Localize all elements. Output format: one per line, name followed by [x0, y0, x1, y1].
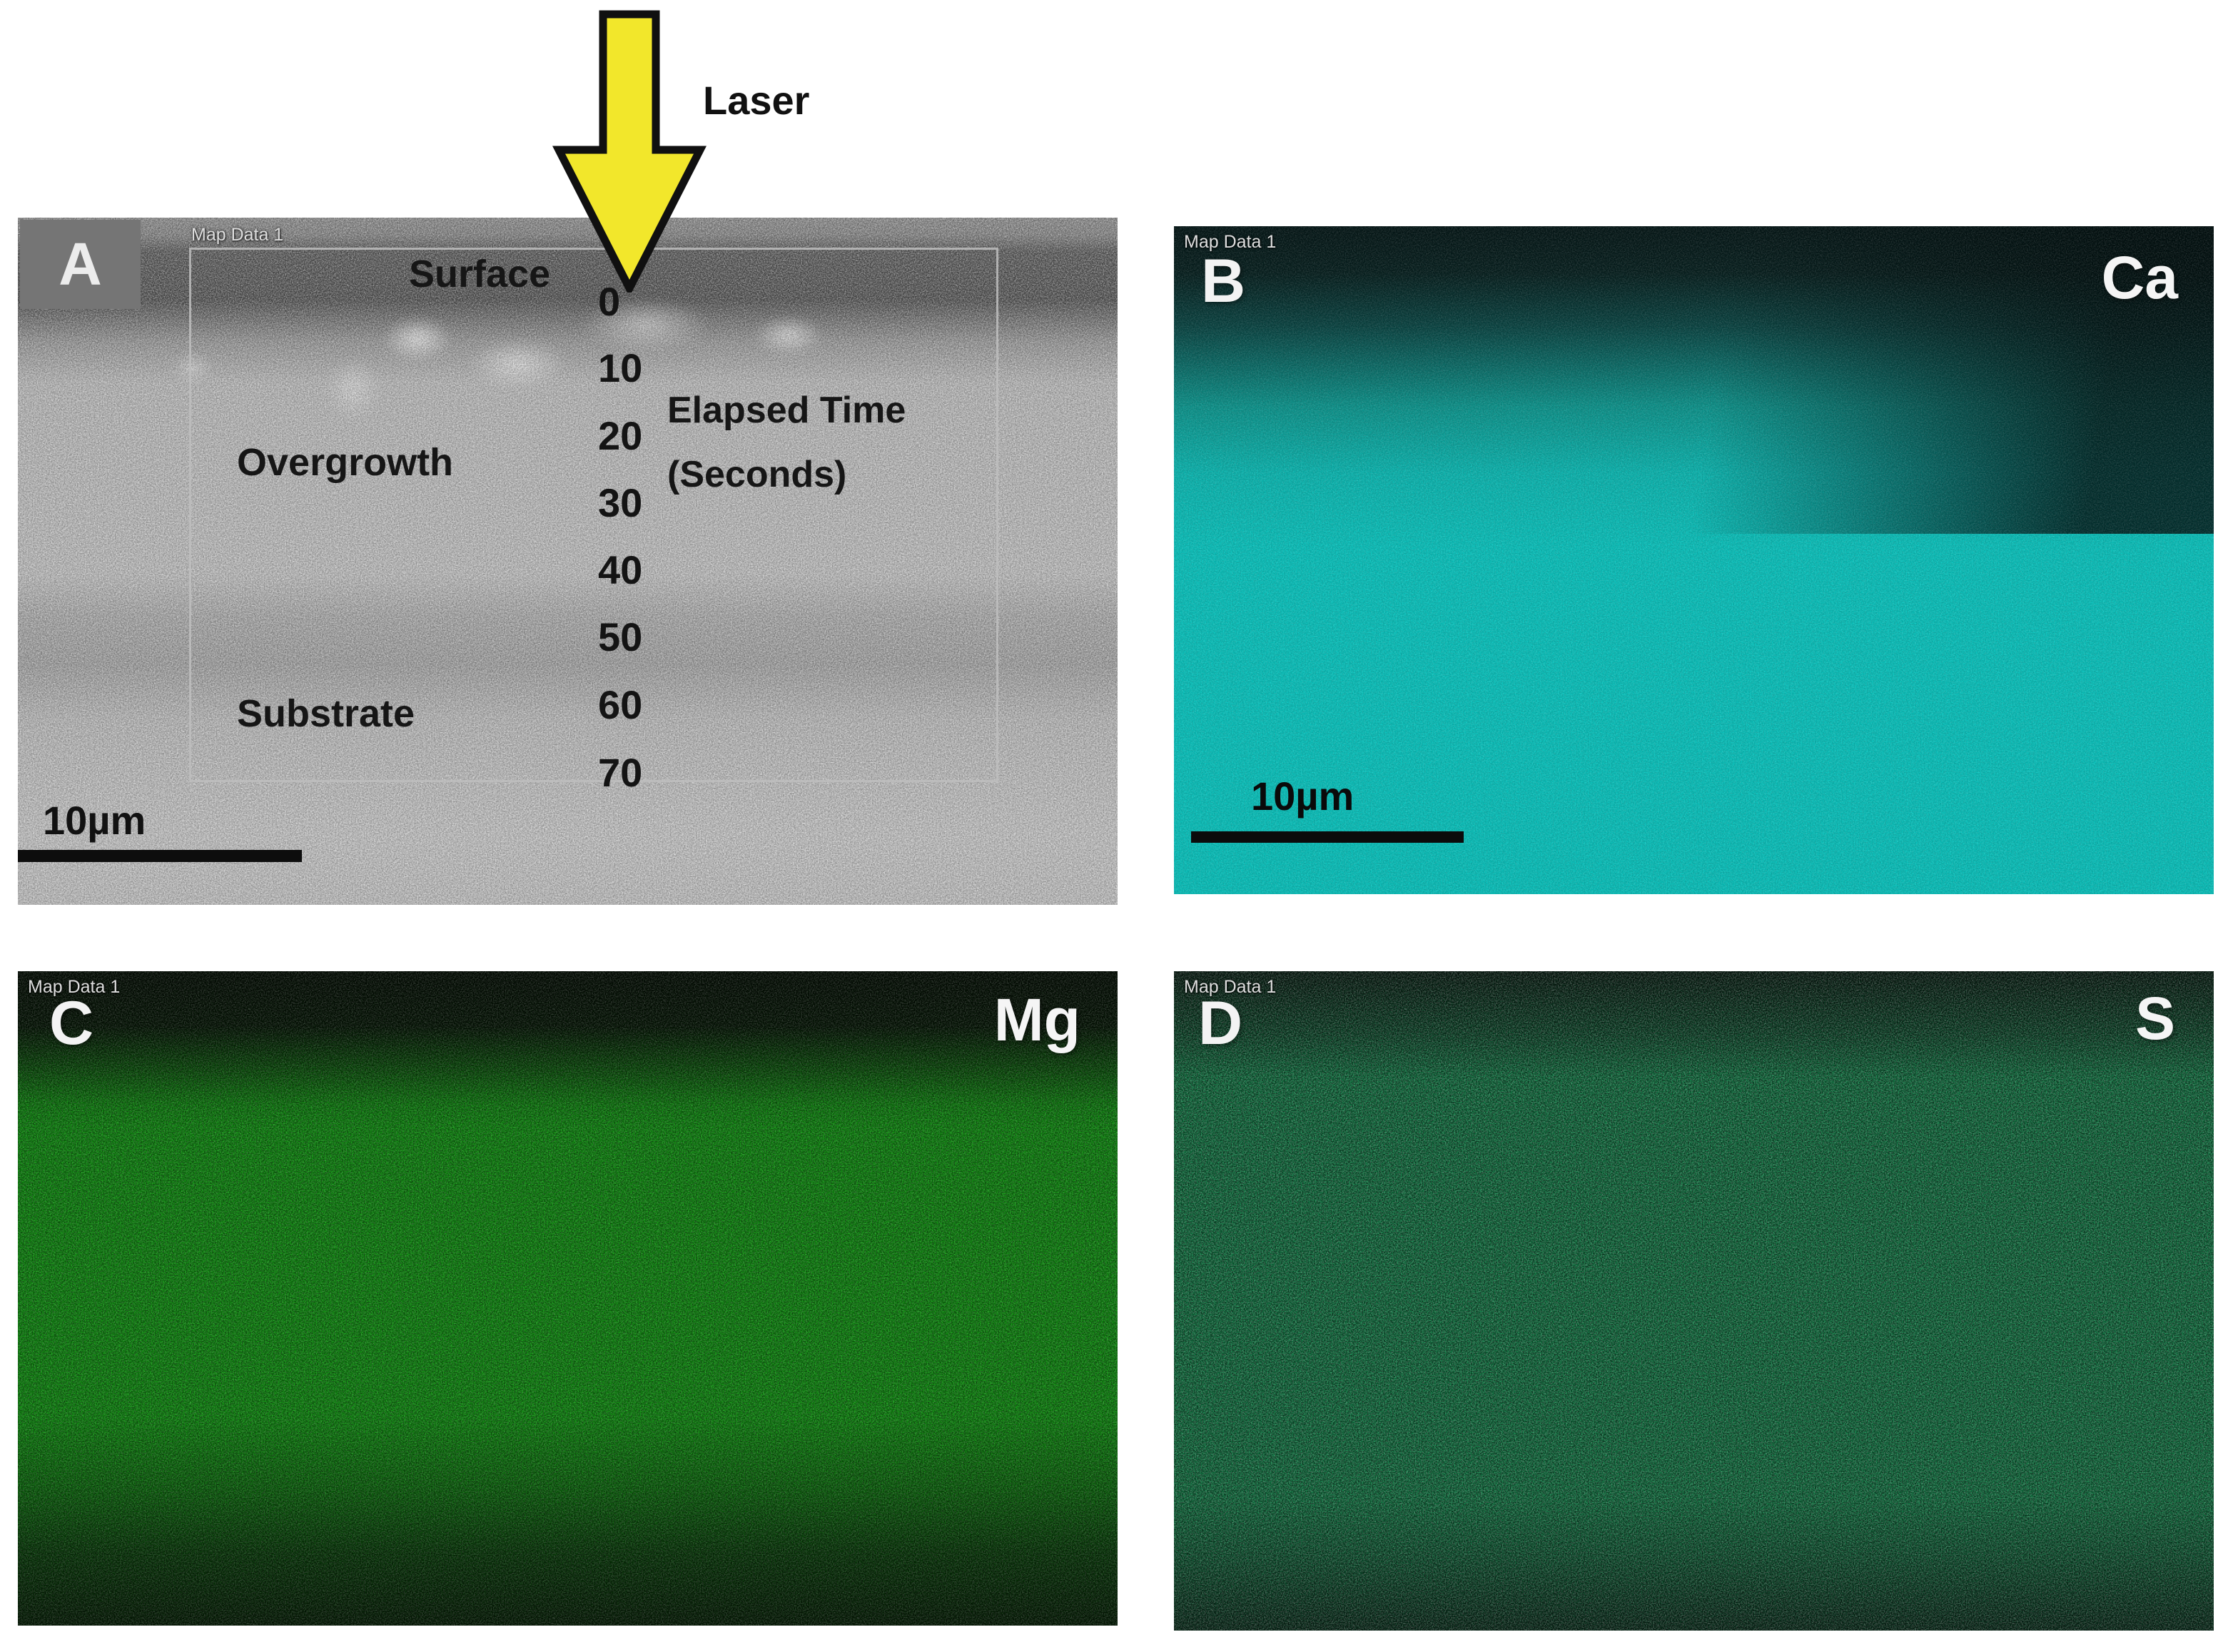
substrate-label: Substrate — [237, 692, 415, 735]
mg-dark-substrate-band — [18, 1416, 1118, 1626]
elapsed-time-tick: 60 — [598, 682, 643, 727]
elapsed-time-tick: 50 — [598, 614, 643, 659]
mg-dark-surface-band — [18, 971, 1118, 1129]
map-data-caption-a: Map Data 1 — [191, 225, 284, 245]
elapsed-time-tick: 10 — [598, 345, 643, 390]
elapsed-time-tick: 70 — [598, 750, 643, 795]
ca-dark-surface-band — [1174, 226, 2214, 534]
element-label-ca: Ca — [2101, 244, 2178, 311]
overgrowth-label: Overgrowth — [237, 441, 454, 484]
elapsed-time-tick: 20 — [598, 413, 643, 458]
elapsed-time-tick: 40 — [598, 547, 643, 592]
panel-b-letter: B — [1201, 247, 1246, 315]
surface-label: Surface — [409, 253, 551, 295]
s-dark-substrate-band — [1174, 1499, 2214, 1631]
laser-arrow-icon — [552, 10, 707, 293]
elapsed-time-label-line1: Elapsed Time — [667, 390, 906, 431]
panel-d-letter: D — [1198, 989, 1243, 1058]
element-label-s: S — [2135, 985, 2175, 1052]
scale-bar-a — [18, 850, 302, 862]
panel-d-s-map: Map Data 1 D S — [1174, 971, 2214, 1631]
elapsed-time-tick: 30 — [598, 480, 643, 525]
scale-label-a: 10µm — [43, 798, 146, 843]
scale-label-b: 10µm — [1251, 774, 1355, 819]
panel-c-mg-map: Map Data 1 C Mg — [18, 971, 1118, 1626]
s-dark-surface-band — [1174, 971, 2214, 1077]
scale-bar-b — [1191, 831, 1464, 843]
panel-a-letter-badge: A — [20, 220, 141, 309]
panel-c-letter: C — [49, 989, 94, 1058]
element-label-mg: Mg — [993, 986, 1080, 1053]
panel-a-letter: A — [59, 230, 102, 298]
laser-label: Laser — [703, 78, 810, 123]
panel-a-sem-image: A Map Data 1 Surface Overgrowth Substrat… — [18, 218, 1118, 905]
panel-b-ca-map: Map Data 1 B Ca 10µm — [1174, 226, 2214, 894]
